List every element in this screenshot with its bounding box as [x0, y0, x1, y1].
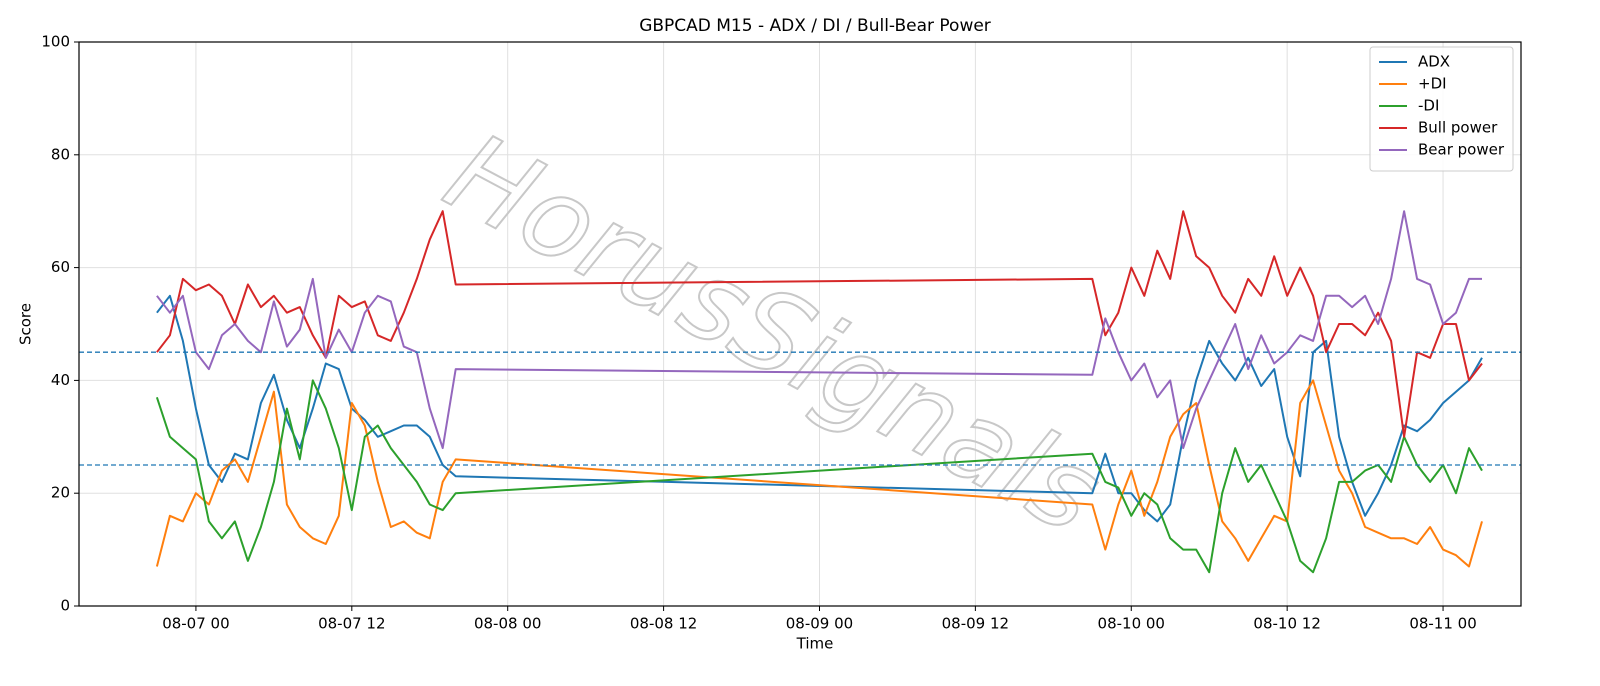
x-tick-label: 08-07 00	[162, 615, 229, 633]
y-tick-label: 80	[51, 145, 70, 163]
series-line	[156, 294, 1483, 523]
y-axis-label: Score	[17, 303, 35, 345]
legend-label: +DI	[1418, 75, 1447, 93]
x-tick-label: 08-08 00	[474, 615, 541, 633]
x-tick-label: 08-09 00	[786, 615, 853, 633]
legend-label: ADX	[1418, 53, 1450, 71]
x-axis-label: Time	[796, 635, 834, 653]
x-tick-label: 08-11 00	[1409, 615, 1476, 633]
legend: ADX +DI -DI Bull power Bear power	[1369, 46, 1514, 172]
series-line	[155, 379, 1483, 568]
x-tick-label: 08-08 12	[630, 615, 697, 633]
y-tick-label: 20	[51, 484, 70, 502]
legend-label: -DI	[1418, 97, 1439, 115]
legend-label: Bear power	[1418, 141, 1505, 159]
series-line	[155, 379, 1483, 574]
series-line	[156, 210, 1483, 438]
x-tick-label: 08-10 00	[1098, 615, 1165, 633]
chart-title: GBPCAD M15 - ADX / DI / Bull-Bear Power	[639, 16, 991, 36]
x-tick-label: 08-10 12	[1253, 615, 1320, 633]
x-tick-label: 08-09 12	[942, 615, 1009, 633]
legend-label: Bull power	[1418, 119, 1498, 137]
x-tick-label: 08-07 12	[318, 615, 385, 633]
y-tick-label: 100	[41, 33, 70, 51]
plot-frame	[78, 41, 1522, 607]
y-tick-label: 60	[51, 258, 70, 276]
y-tick-label: 40	[51, 371, 70, 389]
y-tick-label: 0	[60, 597, 70, 615]
series-line	[156, 210, 1482, 450]
legend-box	[1369, 46, 1514, 172]
